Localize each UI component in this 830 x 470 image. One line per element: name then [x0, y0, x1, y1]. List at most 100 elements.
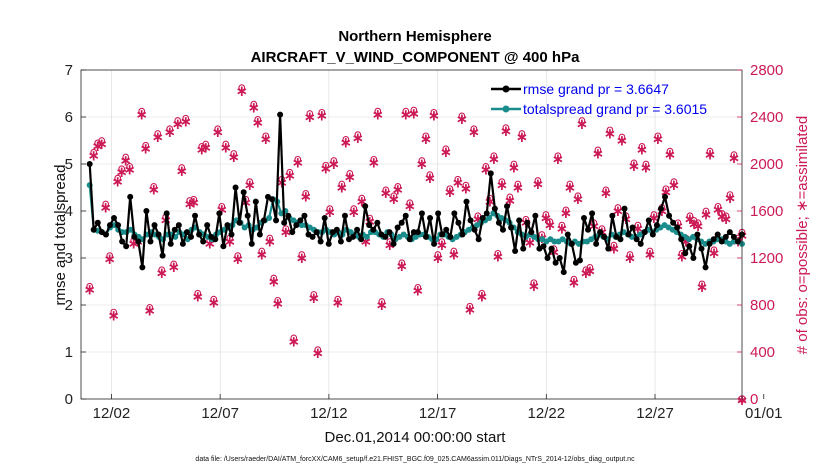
rmse-point [106, 222, 113, 229]
rmse-point [297, 217, 304, 224]
legend-rmse-label: rmse grand pr = 3.6647 [523, 81, 669, 97]
series-lines-layer [86, 111, 745, 276]
obs-possible-point [178, 164, 186, 171]
obs-possible-point [614, 204, 622, 211]
obs-assimilated-point: ∗ [380, 185, 393, 202]
obs-assimilated-point: ∗ [235, 83, 248, 100]
obs-possible-point [126, 163, 134, 170]
obs-possible-point [154, 130, 162, 137]
rmse-point [309, 233, 316, 240]
y-left-tick-label: 5 [65, 156, 73, 173]
obs-assimilated-point: ∗ [496, 177, 509, 194]
obs-assimilated-point: ∗ [704, 146, 717, 163]
rmse-point [686, 243, 693, 250]
obs-possible-point [626, 251, 634, 258]
obs-possible-point [374, 107, 382, 115]
obs-assimilated-point: ∗ [215, 202, 228, 219]
rmse-point [390, 240, 397, 247]
obs-assimilated-point: ∗ [300, 189, 313, 206]
obs-possible-point [698, 280, 706, 288]
obs-possible-point [110, 308, 118, 316]
obs-assimilated-point: ∗ [123, 162, 136, 179]
obs-assimilated-point: ∗ [155, 265, 168, 282]
obs-assimilated-point: ∗ [452, 175, 465, 192]
obs-possible-point [502, 124, 510, 131]
obs-assimilated-point: ∗ [720, 211, 733, 228]
obs-assimilated-point: ∗ [636, 142, 649, 159]
rmse-point [196, 231, 203, 238]
obs-possible-point [634, 221, 642, 229]
obs-possible-point [478, 289, 486, 297]
obs-assimilated-point: ∗ [388, 191, 401, 208]
obs-possible-point [414, 284, 422, 291]
rmse-point [269, 196, 276, 203]
rmse-point [90, 226, 97, 233]
rmse-point [540, 243, 547, 250]
obs-assimilated-point: ∗ [500, 123, 513, 140]
obs-possible-point [202, 140, 210, 148]
obs-assimilated-point: ∗ [556, 220, 569, 237]
rmse-point [694, 231, 701, 238]
obs-possible-point [166, 125, 174, 133]
obs-possible-point [618, 133, 626, 141]
obs-assimilated-point: ∗ [255, 246, 268, 263]
obs-assimilated-point: ∗ [528, 278, 541, 295]
obs-assimilated-point: ∗ [604, 125, 617, 142]
obs-possible-point [210, 295, 218, 303]
obs-assimilated-point: ∗ [600, 185, 613, 202]
rmse-point [86, 161, 93, 167]
obs-assimilated-point: ∗ [231, 251, 244, 268]
rmse-point [528, 229, 535, 236]
obs-assimilated-point: ∗ [448, 246, 461, 263]
obs-assimilated-point: ∗ [340, 135, 353, 152]
rmse-point [722, 233, 729, 240]
rmse-point [641, 229, 648, 236]
rmse-point [637, 240, 644, 247]
y-right-tick-label: 0 [750, 391, 758, 408]
obs-possible-point [490, 152, 498, 160]
obs-possible-point [306, 110, 314, 117]
rmse-point [443, 226, 450, 233]
rmse-point [163, 210, 170, 217]
obs-assimilated-point: ∗ [115, 164, 128, 181]
obs-possible-point [466, 302, 474, 310]
rmse-point [216, 210, 223, 217]
obs-possible-point [354, 131, 362, 138]
rmse-point [585, 226, 592, 233]
rmse-point [427, 215, 434, 222]
obs-assimilated-point: ∗ [243, 177, 256, 194]
totalspread-point [363, 233, 370, 240]
obs-assimilated-point: ∗ [560, 205, 573, 222]
obs-assimilated-point: ∗ [151, 129, 164, 146]
obs-possible-point [494, 249, 502, 257]
obs-possible-point [86, 282, 94, 290]
obs-assimilated-point: ∗ [404, 198, 417, 215]
chart-subtitle: AIRCRAFT_V_WIND_COMPONENT @ 400 hPa [251, 49, 581, 66]
rmse-point [325, 240, 332, 247]
chart-title: Northern Hemisphere [338, 28, 491, 45]
plot-frame [80, 69, 743, 400]
obs-possible-point [462, 181, 470, 189]
y-right-tick-label: 2400 [750, 109, 783, 126]
obs-possible-point [554, 152, 562, 160]
obs-assimilated-point: ∗ [219, 139, 232, 156]
obs-possible-point [370, 155, 378, 163]
obs-possible-point [98, 137, 106, 144]
rmse-point [143, 208, 150, 214]
obs-possible-point [438, 238, 446, 245]
rmse-point [653, 222, 660, 229]
obs-possible-point [238, 84, 246, 91]
rmse-point [491, 205, 498, 212]
obs-possible-point [418, 157, 426, 164]
obs-assimilated-point: ∗ [592, 145, 605, 162]
obs-assimilated-point: ∗ [728, 150, 741, 167]
y-right-tick-label: 1200 [750, 250, 783, 267]
obs-assimilated-point: ∗ [308, 290, 321, 307]
obs-assimilated-point: ∗ [428, 108, 441, 125]
obs-possible-point [458, 112, 466, 120]
rmse-point [730, 233, 737, 240]
obs-possible-point [574, 192, 582, 200]
rmse-point [244, 212, 251, 219]
rmse-point [179, 240, 186, 247]
y-left-tick-label: 6 [65, 109, 73, 126]
